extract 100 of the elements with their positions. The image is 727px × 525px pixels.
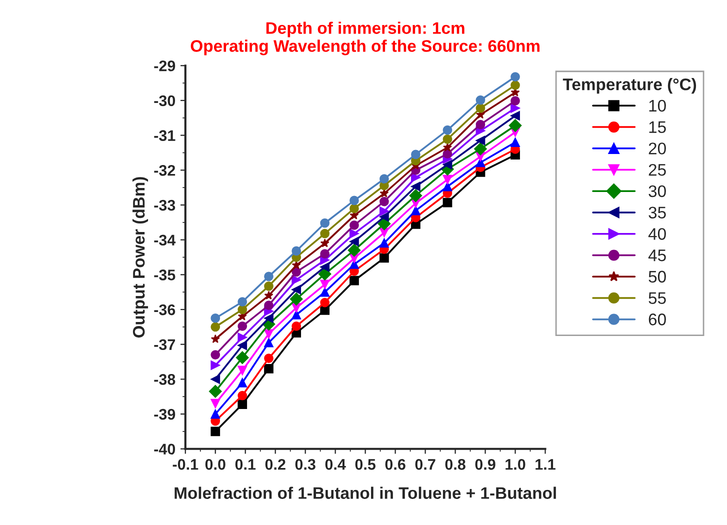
- x-tick-label: 0.1: [235, 459, 256, 470]
- point: [380, 253, 389, 263]
- x-tick-label: 0.8: [445, 459, 466, 470]
- point: [238, 366, 248, 376]
- point: [320, 287, 330, 297]
- point: [210, 322, 220, 332]
- y-tick-label: -32: [154, 165, 176, 176]
- point: [442, 134, 452, 144]
- point: [210, 374, 220, 384]
- legend-label: 10: [649, 100, 666, 112]
- point: [264, 290, 274, 300]
- point: [442, 198, 452, 208]
- legend-label: 25: [648, 164, 666, 176]
- point: [442, 182, 452, 192]
- point: [264, 338, 274, 348]
- point: [476, 103, 486, 113]
- legend-label: 60: [648, 314, 666, 326]
- point: [510, 80, 520, 90]
- x-tick-label: 0.0: [205, 459, 226, 470]
- point: [238, 297, 248, 307]
- x-tick-label: -0.1: [172, 459, 198, 470]
- point: [510, 138, 520, 147]
- point: [264, 364, 274, 374]
- legend-label: 35: [648, 206, 666, 218]
- y-tick-label: -33: [154, 200, 176, 211]
- point: [320, 280, 330, 290]
- point: [411, 150, 420, 160]
- legend-title: Temperature (°C): [562, 78, 696, 94]
- point: [442, 174, 452, 184]
- point: [238, 322, 248, 331]
- y-tick-label: -34: [154, 234, 176, 246]
- point: [320, 249, 330, 258]
- point: [510, 111, 520, 120]
- point: [320, 298, 330, 308]
- y-axis-title: Output Power (dBm): [132, 177, 148, 338]
- point: [378, 217, 391, 230]
- x-tick-label: 0.7: [415, 459, 436, 470]
- y-tick-label: -31: [154, 130, 176, 142]
- point: [350, 228, 359, 238]
- point: [510, 72, 520, 82]
- point: [210, 426, 220, 436]
- point: [292, 322, 302, 331]
- point: [292, 246, 302, 256]
- y-tick-label: -35: [154, 270, 176, 280]
- point: [238, 304, 248, 314]
- x-tick-label: 1.0: [506, 459, 526, 470]
- point: [476, 158, 486, 168]
- point: [350, 220, 359, 230]
- point: [380, 238, 389, 248]
- point: [320, 306, 330, 315]
- point: [264, 354, 274, 363]
- point: [210, 409, 220, 419]
- point: [380, 212, 389, 222]
- point: [290, 292, 303, 306]
- point: [476, 95, 486, 105]
- point: [348, 244, 361, 257]
- point: [318, 268, 332, 280]
- point: [350, 236, 359, 246]
- point: [238, 378, 248, 388]
- legend-label: 40: [648, 228, 666, 240]
- x-tick-label: 0.2: [265, 459, 286, 470]
- chart-title: Depth of immersion: 1cm Operating Wavelength of the Source: 660nm: [190, 22, 540, 56]
- point: [411, 206, 420, 216]
- point: [208, 384, 222, 398]
- legend-label: 20: [648, 142, 666, 154]
- point: [411, 182, 420, 192]
- point: [264, 300, 274, 310]
- point: [409, 189, 422, 202]
- point: [210, 360, 220, 370]
- legend-label: 55: [648, 292, 666, 304]
- point: [350, 204, 359, 214]
- x-tick-label: 0.3: [295, 459, 316, 470]
- legend-label: 50: [648, 270, 666, 283]
- point: [508, 119, 522, 132]
- y-tick-label: -38: [154, 374, 176, 385]
- point: [442, 125, 452, 135]
- point: [380, 174, 389, 184]
- point: [320, 218, 330, 228]
- point: [238, 332, 248, 342]
- legend-label: 15: [649, 121, 666, 134]
- y-tick-label: -37: [154, 339, 175, 350]
- point: [210, 350, 220, 360]
- y-tick-label: -40: [154, 444, 176, 455]
- point: [292, 275, 302, 285]
- point: [476, 120, 486, 130]
- point: [210, 334, 220, 344]
- x-axis-title: Molefraction of 1-Butanol in Toluene + 1-Butanol: [174, 486, 556, 499]
- point: [510, 103, 520, 113]
- point: [236, 351, 249, 364]
- point: [292, 284, 302, 294]
- point: [264, 281, 274, 291]
- point: [474, 142, 487, 156]
- point: [238, 390, 248, 400]
- legend-label: 30: [648, 185, 666, 198]
- point: [264, 272, 274, 282]
- point: [264, 329, 274, 339]
- point: [443, 142, 452, 152]
- point: [320, 238, 330, 248]
- point: [210, 398, 220, 408]
- x-tick-label: 0.5: [355, 459, 376, 470]
